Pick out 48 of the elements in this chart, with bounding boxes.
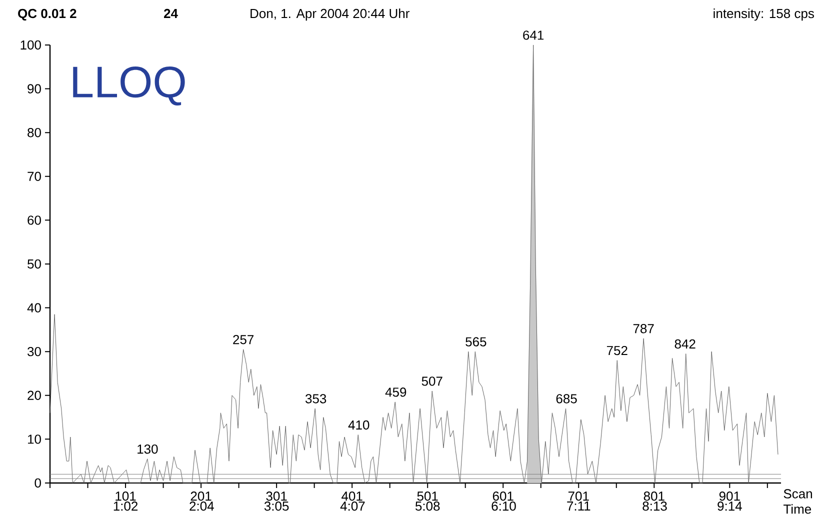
x-tick-label: 601 bbox=[492, 492, 514, 501]
x2-tick-label: 4:07 bbox=[340, 502, 365, 511]
y-tick-label: 60 bbox=[28, 216, 41, 225]
chart-title: QC 0.01 2 bbox=[18, 8, 76, 21]
x2-tick-label: 5:08 bbox=[415, 502, 440, 511]
annotation: LLOQ bbox=[73, 66, 185, 106]
x-tick-label: 301 bbox=[266, 492, 287, 501]
y-tick-label: 70 bbox=[28, 172, 41, 181]
x-tick-label: 701 bbox=[568, 492, 589, 501]
y-tick-label: 80 bbox=[28, 128, 41, 138]
x2-tick-label: 6:10 bbox=[492, 502, 516, 511]
text: 24 bbox=[164, 8, 178, 18]
annotation: 787 bbox=[633, 324, 654, 334]
x-tick-label: 501 bbox=[417, 492, 438, 501]
annotation: 257 bbox=[233, 334, 254, 344]
annotation: 410 bbox=[348, 420, 370, 430]
y-tick-label: 90 bbox=[28, 84, 41, 94]
x-tick-label: 801 bbox=[644, 492, 664, 501]
x-tick-label: 101 bbox=[116, 492, 136, 501]
y-tick-label: 50 bbox=[28, 259, 41, 269]
x2-tick-label: 1:02 bbox=[114, 502, 138, 511]
x2-tick-label: 9:14 bbox=[718, 502, 742, 511]
annotation: 685 bbox=[556, 394, 577, 404]
annotation: 130 bbox=[138, 444, 158, 454]
y-tick-label: 20 bbox=[28, 390, 41, 400]
x2-tick-label: 8:13 bbox=[642, 502, 667, 511]
y-tick-label: 30 bbox=[28, 346, 41, 356]
chart-subtitle: Don, 1. Apr 2004 20:44 Uhr bbox=[250, 8, 410, 21]
x-tick-label: 201 bbox=[190, 492, 212, 501]
annotation: 507 bbox=[422, 376, 442, 386]
x2-tick-label: 7:11 bbox=[567, 502, 590, 510]
y-tick-label: 10 bbox=[28, 434, 41, 444]
annotation: 565 bbox=[466, 337, 486, 346]
annotation: 752 bbox=[606, 346, 628, 356]
x-tick-label: 901 bbox=[719, 492, 740, 501]
y-tick-label: 40 bbox=[27, 303, 41, 312]
y-tick-label: 0 bbox=[34, 478, 41, 488]
text: intensity: 158 cps bbox=[714, 8, 814, 21]
x2-tick-label: 2:04 bbox=[190, 502, 214, 511]
annotation: 353 bbox=[305, 394, 326, 404]
annotation: 842 bbox=[674, 339, 696, 349]
x2-axis-title: Time bbox=[784, 504, 812, 514]
annotation: 641 bbox=[523, 30, 544, 40]
y-tick-label: 100 bbox=[20, 40, 41, 50]
x-axis-title: Scan bbox=[784, 489, 812, 498]
annotation: 459 bbox=[385, 388, 406, 397]
x2-tick-label: 3:05 bbox=[264, 502, 289, 511]
x-tick-label: 401 bbox=[342, 492, 362, 501]
